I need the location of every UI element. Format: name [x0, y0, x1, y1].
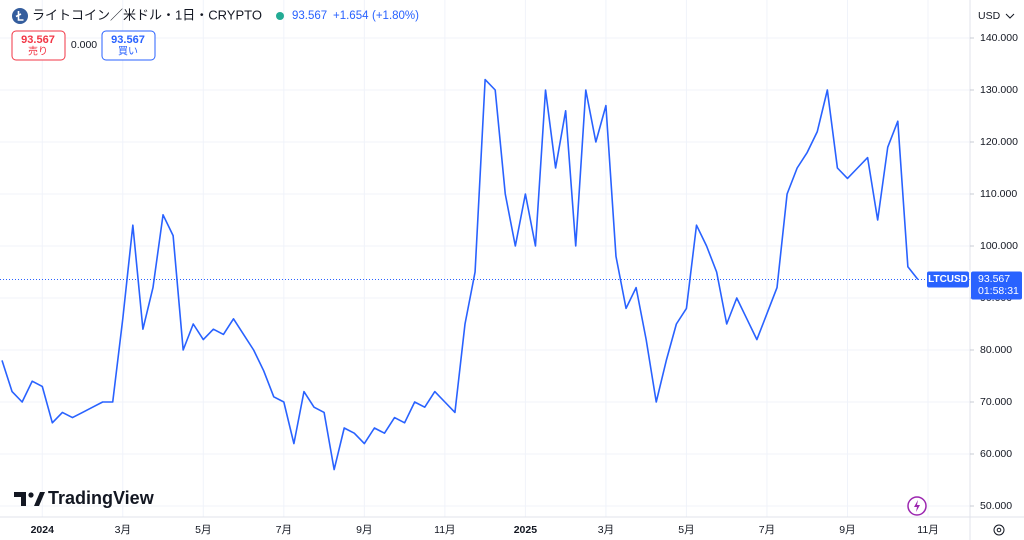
buy-price: 93.567 — [111, 34, 145, 46]
price-tag-label: 93.567 — [978, 273, 1010, 285]
brand-name: TradingView — [48, 488, 155, 508]
coin-icon — [12, 8, 28, 24]
symbol-tag — [927, 271, 969, 288]
x-tick-label: 9月 — [839, 524, 855, 536]
price-line — [1, 78, 919, 471]
x-tick-label: 7月 — [759, 524, 775, 536]
grid — [0, 0, 970, 517]
logo-mark — [34, 492, 45, 506]
x-tick-label: 11月 — [434, 524, 455, 536]
y-tick-label: 140.000 — [980, 32, 1018, 44]
y-tick-label: 100.000 — [980, 240, 1018, 252]
y-tick-label: 70.000 — [980, 396, 1012, 408]
buy-label: 買い — [118, 46, 138, 58]
x-tick-label: 2025 — [514, 524, 538, 536]
y-tick-label: 110.000 — [980, 188, 1017, 200]
sell-label: 売り — [28, 45, 48, 58]
x-tick-label: 3月 — [115, 524, 131, 536]
y-tick-label: 80.000 — [980, 344, 1012, 356]
plot — [0, 78, 970, 471]
brand-logo: TradingView — [14, 488, 155, 508]
symbol-tag-label: LTCUSD — [928, 274, 968, 285]
x-tick-label: 11月 — [917, 524, 938, 536]
price-tag — [971, 271, 1022, 300]
currency-dropdown[interactable] — [1005, 13, 1015, 19]
logo-dot — [28, 492, 34, 498]
x-tick-label: 9月 — [356, 524, 372, 536]
labels: 50.00060.00070.00080.00090.000100.000110… — [31, 32, 1022, 536]
y-tick-label: 130.000 — [980, 84, 1018, 96]
y-tick-label: 120.000 — [980, 136, 1018, 148]
price-change: +1.654 — [333, 10, 369, 22]
sell-price: 93.567 — [21, 34, 55, 46]
x-tick-label: 5月 — [195, 524, 211, 536]
x-tick-label: 5月 — [678, 524, 694, 536]
settings-icon — [996, 527, 1002, 533]
coin-glyph — [15, 11, 24, 21]
x-tick-label: 3月 — [598, 524, 614, 536]
sell-button[interactable] — [11, 30, 66, 61]
x-tick-label: 2024 — [31, 524, 55, 536]
spread: 0.000 — [71, 39, 97, 51]
events-icon — [914, 500, 920, 512]
price-change-pct: (+1.80%) — [372, 10, 419, 22]
x-tick-label: 7月 — [276, 524, 292, 536]
currency[interactable]: USD — [978, 10, 1001, 22]
y-tick-label: 60.000 — [980, 448, 1012, 460]
buy-button[interactable] — [101, 30, 156, 61]
market-status — [276, 12, 284, 20]
settings-button[interactable] — [993, 524, 1005, 536]
symbol-title[interactable]: ライトコイン／米ドル・1日・CRYPTO — [32, 7, 262, 22]
logo-mark — [14, 492, 26, 506]
last-price: 93.567 — [292, 10, 327, 22]
y-tick-label: 50.000 — [980, 500, 1012, 512]
countdown-label: 01:58:31 — [978, 285, 1019, 297]
